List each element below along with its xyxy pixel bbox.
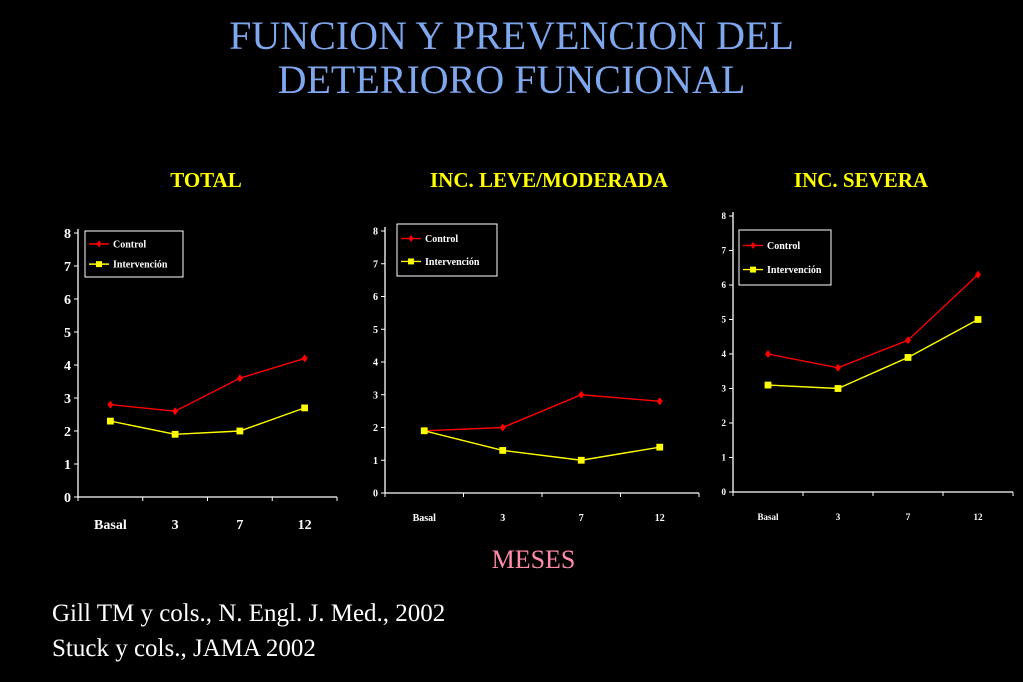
y-tick-label: 4 <box>722 349 727 359</box>
x-tick-label: 12 <box>655 513 665 524</box>
legend-label-intervencion: Intervención <box>425 257 480 268</box>
x-tick-label: 7 <box>236 518 243 533</box>
citation-stuck: Stuck y cols., JAMA 2002 <box>52 635 316 662</box>
legend-swatch-marker <box>408 235 414 243</box>
slide-title-line-2: DETERIORO FUNCIONAL <box>277 57 746 102</box>
series-line-intervencion <box>424 430 660 461</box>
data-point-intervencion <box>764 381 772 389</box>
y-tick-label: 5 <box>722 315 727 325</box>
y-tick-label: 0 <box>722 487 727 497</box>
legend-swatch-marker <box>408 258 414 265</box>
y-tick-label: 8 <box>64 227 71 242</box>
data-point-intervencion <box>577 456 585 464</box>
slide-title: FUNCION Y PREVENCION DEL DETERIORO FUNCI… <box>0 14 1023 102</box>
y-tick-label: 4 <box>64 359 71 374</box>
x-tick-label: Basal <box>94 518 127 533</box>
legend-swatch-marker <box>96 240 102 248</box>
y-tick-label: 6 <box>722 280 727 290</box>
data-point-intervencion <box>106 417 114 425</box>
y-tick-label: 0 <box>373 489 378 500</box>
y-tick-label: 3 <box>64 392 71 407</box>
y-tick-label: 0 <box>64 491 71 506</box>
data-point-control <box>107 400 114 409</box>
legend-label-intervencion: Intervención <box>767 265 822 276</box>
data-point-intervencion <box>834 385 842 392</box>
y-tick-label: 6 <box>373 292 378 303</box>
y-tick-label: 1 <box>373 456 378 467</box>
y-tick-label: 5 <box>373 325 378 336</box>
data-point-intervencion <box>974 316 982 323</box>
legend-swatch-marker <box>750 241 756 249</box>
chart-legend: Control Intervención <box>396 223 498 277</box>
x-tick-label: Basal <box>757 512 779 522</box>
y-tick-label: 3 <box>722 384 727 394</box>
slide-title-line-1: FUNCION Y PREVENCION DEL <box>229 13 794 58</box>
y-tick-label: 8 <box>722 211 727 221</box>
y-tick-label: 7 <box>64 260 71 275</box>
y-tick-label: 1 <box>64 458 71 473</box>
legend-label-control: Control <box>767 241 800 252</box>
y-tick-label: 4 <box>373 358 378 369</box>
data-point-control <box>236 374 243 383</box>
series-line-intervencion <box>767 318 979 390</box>
data-point-control <box>656 397 663 406</box>
panel-title-leve-moderada: INC. LEVE/MODERADA <box>429 168 669 192</box>
x-tick-label: 7 <box>579 513 584 524</box>
data-point-intervencion <box>171 430 179 438</box>
x-tick-label: 12 <box>974 512 984 522</box>
panel-title-total: TOTAL <box>170 168 242 192</box>
y-tick-label: 7 <box>722 246 727 256</box>
legend-label-control: Control <box>113 239 146 250</box>
data-point-control <box>172 407 179 416</box>
series-line-control <box>767 274 979 369</box>
series-line-control <box>110 357 305 412</box>
x-tick-label: 3 <box>172 518 179 533</box>
citation-gill: Gill TM y cols., N. Engl. J. Med., 2002 <box>52 600 446 627</box>
data-point-control <box>578 390 585 399</box>
data-point-intervencion <box>236 427 244 435</box>
data-point-control <box>499 423 506 432</box>
legend-swatch-marker <box>750 266 756 273</box>
y-tick-label: 2 <box>373 423 378 434</box>
legend-frame <box>84 230 184 278</box>
y-tick-label: 7 <box>373 259 378 270</box>
chart-legend: Control Intervención <box>738 229 832 286</box>
x-tick-label: 3 <box>836 512 841 522</box>
x-tick-label: Basal <box>413 513 437 524</box>
x-tick-label: 7 <box>906 512 911 522</box>
legend-frame <box>396 223 498 277</box>
data-point-intervencion <box>656 443 664 451</box>
data-point-intervencion <box>499 447 507 454</box>
data-point-intervencion <box>301 404 309 412</box>
y-tick-label: 2 <box>722 418 727 428</box>
y-tick-label: 3 <box>373 390 378 401</box>
data-point-intervencion <box>904 354 912 361</box>
series-line-intervencion <box>110 407 305 436</box>
y-tick-label: 6 <box>64 293 71 308</box>
panel-title-severa: INC. SEVERA <box>793 168 929 192</box>
legend-label-intervencion: Intervención <box>113 260 168 271</box>
y-tick-label: 1 <box>722 453 727 463</box>
data-point-control <box>905 336 911 345</box>
chart-legend: Control Intervención <box>84 230 184 278</box>
legend-swatch-marker <box>96 261 102 268</box>
x-tick-label: 12 <box>298 518 312 533</box>
legend-label-control: Control <box>425 234 458 245</box>
x-tick-label: 3 <box>500 513 505 524</box>
y-tick-label: 2 <box>64 425 71 440</box>
data-point-control <box>301 354 308 363</box>
y-tick-label: 8 <box>373 227 378 238</box>
data-point-control <box>835 363 841 372</box>
data-point-intervencion <box>420 427 428 435</box>
series-line-control <box>424 394 660 432</box>
y-tick-label: 5 <box>64 326 71 341</box>
data-point-control <box>975 270 981 279</box>
data-point-control <box>765 350 771 358</box>
legend-frame <box>738 229 832 286</box>
x-axis-label-meses: MESES <box>491 545 576 574</box>
